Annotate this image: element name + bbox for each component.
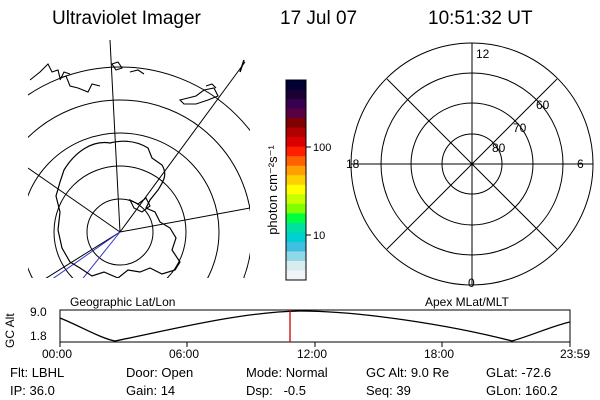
coastline-fragment (29, 63, 101, 93)
altitude-curve (59, 310, 571, 342)
altitude-ytick-top: 9.0 (30, 305, 47, 319)
colorbar-unit-label: photon cm⁻²s⁻¹ (265, 145, 280, 235)
altitude-ylabel: GC Alt (3, 313, 17, 348)
altitude-xtick: 18:00 (424, 347, 455, 361)
geo-latitude-ring (28, 66, 250, 132)
status-filter: Flt: LBHL (10, 365, 65, 380)
status-mode: Mode: Normal (246, 365, 328, 380)
status-door: Door: Open (126, 365, 194, 380)
colorbar-band (286, 270, 306, 281)
colorbar-band (286, 222, 306, 233)
antarctic-peninsula (128, 197, 151, 213)
status-gain: Gain: 14 (126, 383, 176, 398)
colorbar-band (286, 99, 306, 110)
geo-meridian-line (119, 61, 246, 233)
colorbar-band (286, 232, 306, 243)
colorbar-band (286, 137, 306, 148)
colorbar-band (286, 108, 306, 119)
apex-polar-plot (350, 42, 594, 286)
island-outline (178, 87, 219, 105)
colorbar-tick-label: 100 (313, 142, 331, 154)
altitude-xtick: 12:00 (297, 347, 328, 361)
colorbar: 100 10 photon cm⁻²s⁻¹ (265, 79, 331, 281)
apex-map-label: Apex MLat/MLT (425, 295, 509, 309)
colorbar-band (286, 165, 306, 176)
colorbar-band (286, 194, 306, 205)
geo-meridian-line (45, 231, 121, 278)
status-glon: GLon: 160.2 (486, 383, 558, 398)
colorbar-band (286, 118, 306, 129)
colorbar-band (286, 175, 306, 186)
geo-latitude-ring (28, 99, 250, 278)
geo-meridian-line (28, 167, 121, 233)
coastline-fragment (59, 71, 71, 81)
colorbar-band (286, 203, 306, 214)
colorbar-band (286, 156, 306, 167)
mlat-label-60: 60 (536, 98, 550, 112)
geo-meridian-line (109, 40, 121, 233)
instrument-title: Ultraviolet Imager (52, 8, 201, 29)
geo-latitude-ring (86, 198, 154, 266)
geo-tick-mark (239, 59, 245, 73)
geo-latitude-ring (28, 132, 220, 278)
status-glat: GLat: -72.6 (486, 365, 552, 380)
geographic-map (28, 40, 250, 278)
geo-meridian-line (119, 207, 250, 233)
colorbar-band (286, 251, 306, 262)
date-label: 17 Jul 07 (280, 8, 358, 29)
time-label: 10:51:32 UT (428, 8, 533, 29)
colorbar-band (286, 241, 306, 252)
antarctica-coastline (55, 140, 181, 278)
status-dsp: Dsp: -0.5 (246, 383, 306, 398)
colorbar-frame (285, 79, 307, 281)
altitude-plot (59, 309, 571, 347)
altitude-xtick: 23:59 (560, 347, 591, 361)
mlt-label-0: 0 (468, 276, 475, 290)
colorbar-tick-label: 10 (313, 230, 325, 242)
status-ip: IP: 36.0 (10, 383, 55, 398)
altitude-ytick-bottom: 1.8 (30, 329, 47, 343)
altitude-xtick: 06:00 (169, 347, 200, 361)
colorbar-band (286, 213, 306, 224)
status-seq: Seq: 39 (366, 383, 411, 398)
colorbar-band (286, 127, 306, 138)
mlat-label-70: 70 (513, 121, 527, 135)
colorbar-band (286, 80, 306, 91)
coastline-fragment (129, 69, 145, 75)
mlat-label-80: 80 (492, 141, 506, 155)
colorbar-band (286, 89, 306, 100)
mlt-label-6: 6 (577, 157, 584, 171)
altitude-xtick: 00:00 (42, 347, 73, 361)
colorbar-band (286, 146, 306, 157)
mlt-diagonal (386, 78, 558, 250)
colorbar-band (286, 184, 306, 195)
geo-map-label: Geographic Lat/Lon (70, 295, 176, 309)
geo-meridian-line (82, 231, 121, 278)
mlt-label-12: 12 (476, 47, 490, 61)
geo-meridian-line (52, 231, 121, 278)
island-outline (111, 61, 123, 71)
mlt-label-18: 18 (346, 157, 360, 171)
island-outline (205, 83, 217, 89)
geo-latitude-ring (53, 165, 187, 278)
status-gc-alt: GC Alt: 9.0 Re (366, 365, 450, 380)
colorbar-band (286, 260, 306, 271)
